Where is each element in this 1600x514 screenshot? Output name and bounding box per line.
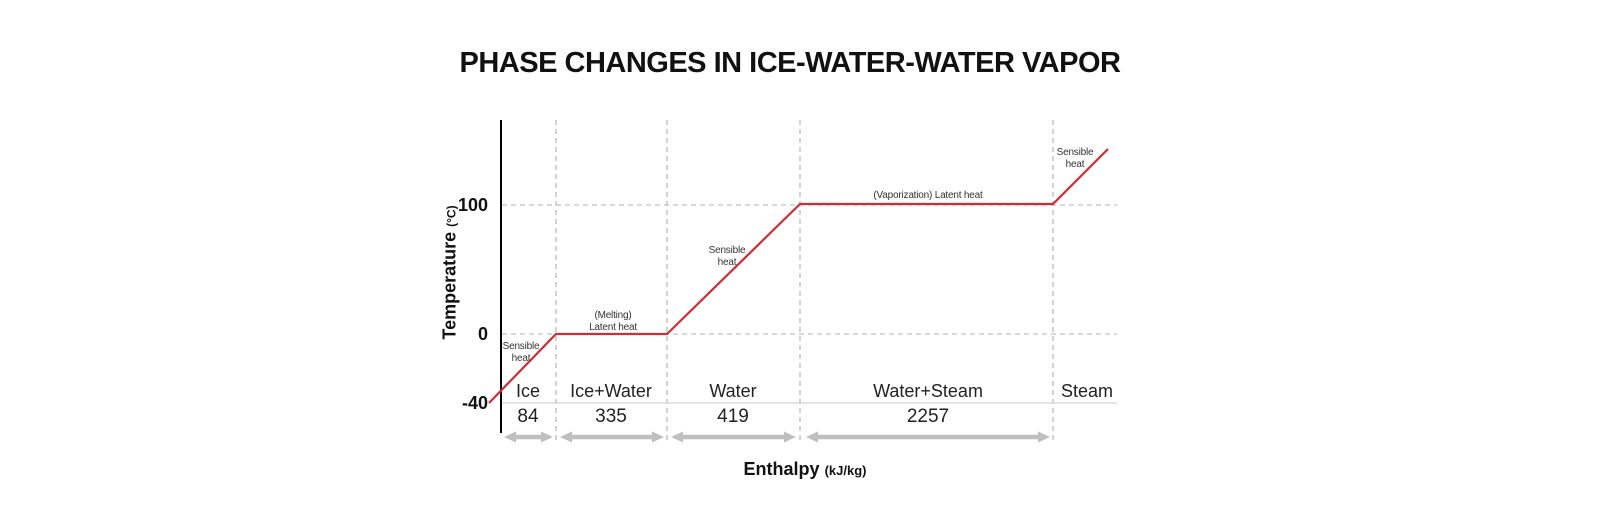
enthalpy-value-ice-water: 335	[595, 406, 627, 427]
y-axis-title: Temperature (°C)	[425, 120, 475, 424]
page-title: PHASE CHANGES IN ICE-WATER-WATER VAPOR	[459, 47, 1121, 79]
region-label-water: Water	[709, 381, 757, 401]
annotation-melting-latent-heat: (Melting) Latent heat	[589, 310, 637, 333]
region-label-ice: Ice	[515, 381, 540, 401]
region-label-steam: Steam	[1060, 381, 1114, 401]
annotation-water-sensible-heat: Sensible heat	[708, 245, 746, 268]
heating-curve-line	[488, 148, 1109, 404]
enthalpy-value-water-steam: 2257	[906, 406, 950, 427]
annotation-steam-sensible-heat: Sensible heat	[1056, 147, 1094, 170]
y-tick-neg40: -40	[461, 393, 488, 413]
y-axis-label: Temperature	[439, 231, 460, 340]
enthalpy-value-water: 419	[717, 406, 749, 427]
enthalpy-value-ice: 84	[517, 406, 539, 427]
region-label-ice-water: Ice+Water	[570, 381, 652, 401]
x-axis-unit: (kJ/kg)	[824, 463, 867, 478]
annotation-ice-sensible-heat: Sensible heat	[502, 341, 540, 364]
x-axis-label: Enthalpy	[743, 459, 820, 479]
enthalpy-arrow-ice	[504, 431, 553, 443]
enthalpy-arrow-ice-water	[560, 431, 664, 443]
x-axis-title: Enthalpy (kJ/kg)	[705, 459, 905, 480]
region-label-water-steam: Water+Steam	[873, 381, 983, 401]
y-axis-unit: (°C)	[444, 204, 459, 227]
enthalpy-arrow-water-steam	[806, 431, 1050, 443]
y-tick-100: 100	[457, 195, 488, 215]
annotation-vaporization-latent-heat: (Vaporization) Latent heat	[873, 190, 983, 201]
y-tick-0: 0	[477, 324, 488, 344]
enthalpy-arrow-water	[671, 431, 796, 443]
